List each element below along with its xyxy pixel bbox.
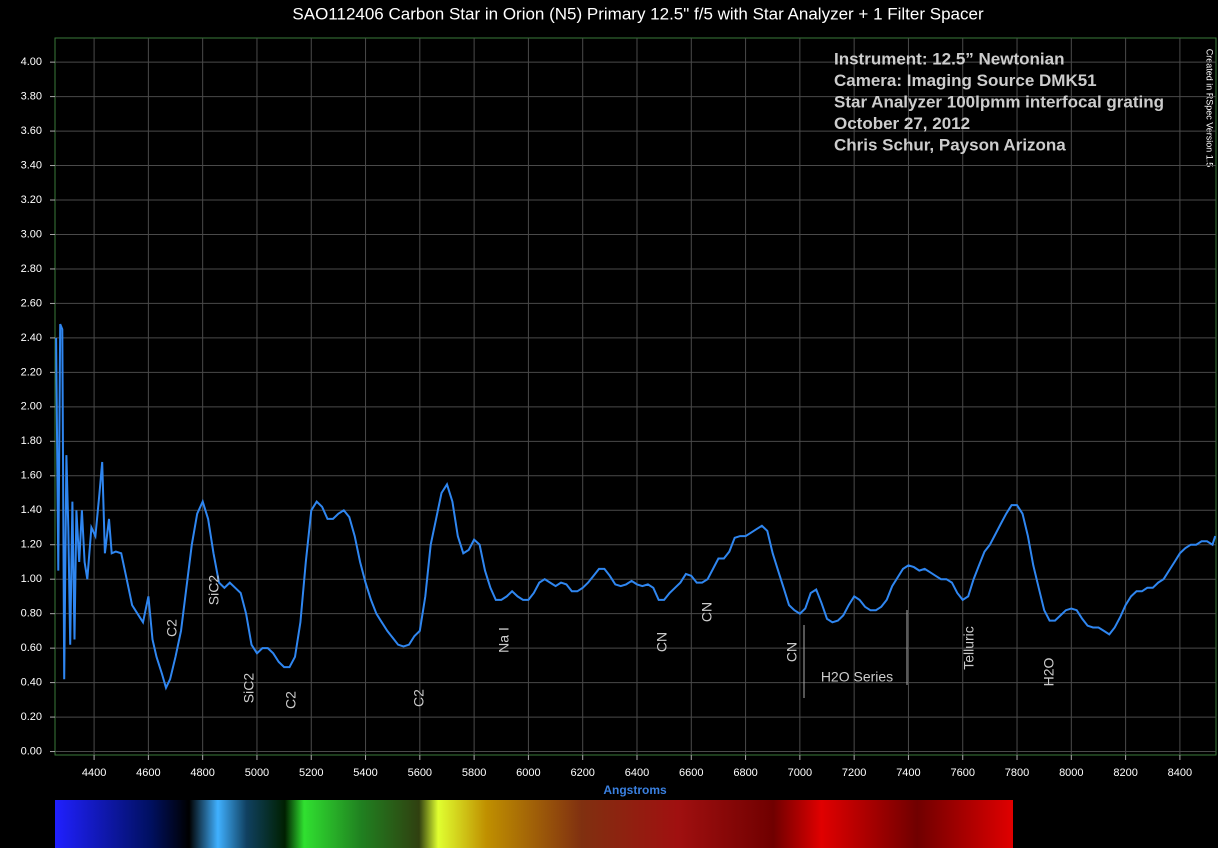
x-tick-label: 8200 xyxy=(1113,767,1137,779)
spectrum-line xyxy=(55,323,1217,691)
x-tick-label: 4400 xyxy=(82,767,106,779)
x-tick-label: 5200 xyxy=(299,767,323,779)
annotation: Telluric xyxy=(961,626,977,670)
annotation: SiC2 xyxy=(206,575,222,606)
y-tick-label: 0.20 xyxy=(21,711,42,723)
y-tick-label: 0.60 xyxy=(21,642,42,654)
annotation: C2 xyxy=(164,619,180,637)
x-tick-label: 6000 xyxy=(516,767,540,779)
annotation: H2O xyxy=(1041,658,1057,687)
spectrum-strip xyxy=(55,800,1013,848)
y-tick-label: 0.40 xyxy=(21,677,42,689)
y-tick-label: 2.40 xyxy=(21,332,42,344)
y-tick-label: 1.00 xyxy=(21,573,42,585)
y-tick-label: 2.60 xyxy=(21,297,42,309)
y-tick-label: 0.80 xyxy=(21,608,42,620)
y-tick-label: 2.80 xyxy=(21,263,42,275)
y-tick-label: 2.00 xyxy=(21,401,42,413)
annotation: CN xyxy=(784,642,800,662)
y-tick-label: 3.20 xyxy=(21,194,42,206)
y-tick-label: 4.00 xyxy=(21,56,42,68)
x-tick-label: 5800 xyxy=(462,767,486,779)
annotation: H2O Series xyxy=(821,669,893,685)
annotation: C2 xyxy=(411,689,427,707)
y-tick-label: 1.40 xyxy=(21,504,42,516)
x-tick-label: 7200 xyxy=(842,767,866,779)
x-tick-label: 8000 xyxy=(1059,767,1083,779)
x-tick-label: 7800 xyxy=(1005,767,1029,779)
x-tick-label: 6200 xyxy=(570,767,594,779)
annotation: CN xyxy=(654,632,670,652)
y-tick-label: 3.40 xyxy=(21,159,42,171)
x-tick-label: 6400 xyxy=(625,767,649,779)
x-tick-label: 7000 xyxy=(788,767,812,779)
y-tick-label: 3.60 xyxy=(21,125,42,137)
x-tick-label: 7600 xyxy=(950,767,974,779)
credit: Created in RSpec Version 1.5 xyxy=(1205,49,1215,168)
y-tick-label: 2.20 xyxy=(21,366,42,378)
x-tick-label: 6800 xyxy=(733,767,757,779)
y-tick-label: 1.60 xyxy=(21,470,42,482)
x-tick-label: 7400 xyxy=(896,767,920,779)
annotation: CN xyxy=(699,602,715,622)
plot-frame xyxy=(54,37,1217,756)
x-tick-label: 4600 xyxy=(136,767,160,779)
x-tick-label: 5000 xyxy=(245,767,269,779)
y-tick-label: 3.00 xyxy=(21,228,42,240)
annotation: C2 xyxy=(283,691,299,709)
x-tick-label: 8400 xyxy=(1168,767,1192,779)
y-tick-label: 3.80 xyxy=(21,91,42,103)
y-tick-label: 1.80 xyxy=(21,435,42,447)
chart-title: SAO112406 Carbon Star in Orion (N5) Prim… xyxy=(292,4,984,23)
x-axis-label: Angstroms xyxy=(603,783,667,797)
x-tick-label: 4800 xyxy=(190,767,214,779)
x-tick-label: 6600 xyxy=(679,767,703,779)
x-tick-label: 5400 xyxy=(353,767,377,779)
annotation: Na I xyxy=(496,627,512,653)
note-line: Camera: Imaging Source DMK51 xyxy=(834,71,1097,90)
x-tick-label: 5600 xyxy=(408,767,432,779)
y-tick-label: 0.00 xyxy=(21,745,42,757)
note-line: Chris Schur, Payson Arizona xyxy=(834,135,1066,154)
annotation: SiC2 xyxy=(241,673,257,704)
note-line: October 27, 2012 xyxy=(834,114,970,133)
note-line: Instrument: 12.5” Newtonian xyxy=(834,49,1064,68)
note-line: Star Analyzer 100lpmm interfocal grating xyxy=(834,92,1164,111)
y-tick-label: 1.20 xyxy=(21,539,42,551)
